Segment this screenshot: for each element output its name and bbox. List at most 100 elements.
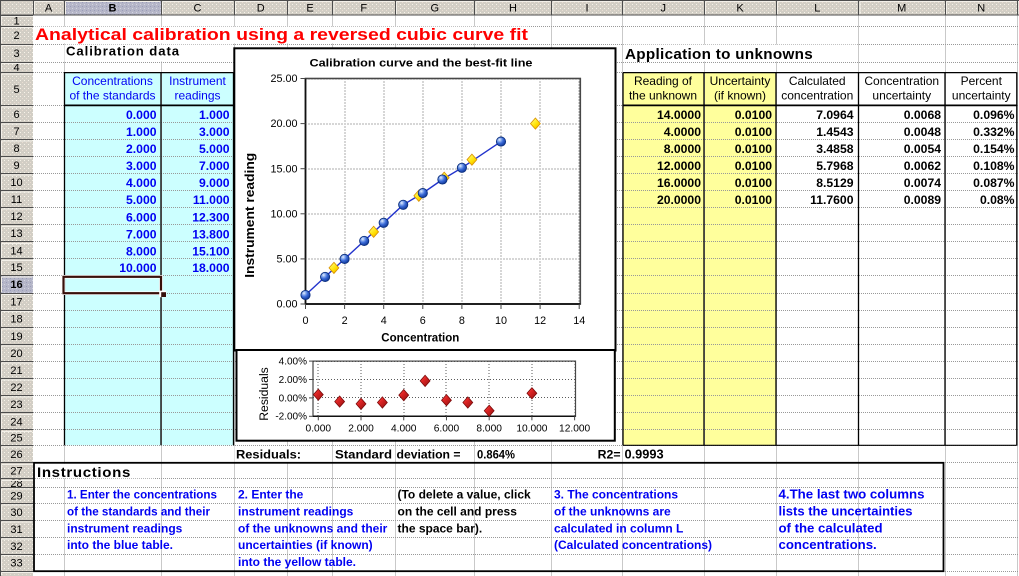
svg-text:0.08%: 0.08%: [980, 193, 1015, 207]
svg-text:0.096%: 0.096%: [973, 108, 1014, 122]
svg-text:0.332%: 0.332%: [973, 125, 1014, 139]
svg-text:25.00: 25.00: [270, 73, 297, 85]
svg-text:0.0089: 0.0089: [904, 193, 941, 207]
svg-text:6: 6: [420, 315, 426, 327]
svg-text:6.000: 6.000: [126, 210, 157, 224]
svg-text:0.0100: 0.0100: [735, 176, 772, 190]
svg-text:deviation =: deviation =: [397, 448, 461, 462]
svg-text:5: 5: [13, 84, 19, 96]
svg-text:0.0048: 0.0048: [904, 125, 941, 139]
svg-text:10.00: 10.00: [270, 208, 297, 220]
svg-text:0.0068: 0.0068: [904, 108, 941, 122]
svg-text:21: 21: [10, 365, 22, 377]
svg-text:0.0074: 0.0074: [904, 176, 941, 190]
svg-text:7: 7: [13, 126, 19, 138]
svg-text:20.0000: 20.0000: [657, 193, 701, 207]
svg-text:0.154%: 0.154%: [973, 142, 1014, 156]
svg-text:10.000: 10.000: [119, 261, 156, 275]
svg-text:R2=: R2=: [598, 448, 621, 462]
svg-text:10: 10: [10, 177, 22, 189]
svg-text:20.00: 20.00: [270, 118, 297, 130]
svg-text:0.087%: 0.087%: [973, 176, 1014, 190]
svg-text:25: 25: [10, 433, 22, 445]
svg-text:0.0100: 0.0100: [735, 159, 772, 173]
svg-text:Residuals: Residuals: [257, 367, 271, 421]
svg-text:2: 2: [13, 30, 19, 42]
svg-text:16.0000: 16.0000: [657, 176, 701, 190]
svg-text:G: G: [430, 3, 439, 15]
svg-text:8.000: 8.000: [476, 424, 502, 435]
svg-text:-2.00%: -2.00%: [275, 412, 307, 423]
svg-text:14.0000: 14.0000: [657, 108, 701, 122]
svg-text:the space bar).: the space bar).: [398, 522, 483, 536]
svg-text:B: B: [109, 3, 117, 15]
svg-text:of the standards and their: of the standards and their: [67, 504, 210, 518]
svg-text:0.0054: 0.0054: [904, 142, 941, 156]
svg-text:8.0000: 8.0000: [664, 142, 701, 156]
svg-text:Concentrations: Concentrations: [72, 74, 153, 88]
svg-text:(if known): (if known): [714, 89, 766, 103]
svg-text:uncertainties (if known): uncertainties (if known): [238, 538, 373, 552]
svg-text:Calibration curve and the best: Calibration curve and the best-fit line: [310, 58, 533, 70]
svg-text:H: H: [509, 3, 517, 15]
svg-text:1.000: 1.000: [126, 125, 157, 139]
svg-text:Instructions: Instructions: [37, 464, 131, 480]
svg-text:11.7600: 11.7600: [810, 193, 854, 207]
svg-text:2.000: 2.000: [348, 424, 374, 435]
svg-text:11.000: 11.000: [193, 193, 230, 207]
svg-text:13.800: 13.800: [192, 227, 229, 241]
svg-text:of the standards: of the standards: [69, 89, 155, 103]
svg-text:9: 9: [13, 160, 19, 172]
svg-text:0.0062: 0.0062: [904, 159, 941, 173]
svg-text:6: 6: [13, 109, 19, 121]
svg-text:Standard: Standard: [335, 448, 392, 462]
svg-text:2.000: 2.000: [126, 142, 157, 156]
svg-text:4.000: 4.000: [126, 176, 157, 190]
svg-text:F: F: [360, 3, 367, 15]
svg-text:M: M: [897, 3, 906, 15]
svg-text:0.9993: 0.9993: [625, 447, 664, 462]
svg-text:2: 2: [342, 315, 348, 327]
svg-text:K: K: [736, 3, 744, 15]
svg-text:L: L: [814, 3, 820, 15]
svg-text:13: 13: [10, 228, 22, 240]
svg-text:24: 24: [10, 416, 22, 428]
svg-text:0.0100: 0.0100: [735, 108, 772, 122]
svg-text:14: 14: [573, 315, 585, 327]
svg-text:18: 18: [10, 314, 22, 326]
svg-text:Concentration: Concentration: [381, 333, 459, 345]
svg-text:6.000: 6.000: [434, 424, 460, 435]
svg-text:readings: readings: [174, 89, 220, 103]
svg-text:7.000: 7.000: [126, 227, 157, 241]
svg-text:17: 17: [10, 296, 22, 308]
svg-text:22: 22: [10, 382, 22, 394]
svg-text:concentrations.: concentrations.: [779, 537, 877, 552]
svg-text:7.000: 7.000: [199, 159, 230, 173]
svg-text:27: 27: [10, 466, 22, 478]
svg-text:C: C: [194, 3, 202, 15]
svg-text:(Calculated concentrations): (Calculated concentrations): [554, 538, 712, 552]
svg-text:19: 19: [10, 331, 22, 343]
svg-text:N: N: [977, 3, 985, 15]
svg-text:5.00: 5.00: [276, 254, 297, 266]
svg-text:into the blue table.: into the blue table.: [67, 538, 173, 552]
svg-text:23: 23: [10, 399, 22, 411]
svg-text:Uncertainty: Uncertainty: [710, 74, 771, 88]
svg-text:Concentration: Concentration: [864, 74, 939, 88]
svg-text:2.00%: 2.00%: [279, 375, 307, 386]
svg-text:A: A: [45, 3, 53, 15]
svg-text:5.000: 5.000: [126, 193, 157, 207]
svg-text:10.000: 10.000: [516, 424, 547, 435]
svg-text:8: 8: [459, 315, 465, 327]
svg-text:Analytical calibration using a: Analytical calibration using a reversed …: [35, 26, 529, 44]
svg-text:D: D: [257, 3, 265, 15]
svg-text:18.000: 18.000: [192, 261, 229, 275]
svg-text:26: 26: [10, 449, 22, 461]
svg-text:10: 10: [495, 315, 507, 327]
svg-text:0.00%: 0.00%: [279, 393, 307, 404]
svg-text:5.000: 5.000: [199, 142, 230, 156]
svg-text:16: 16: [10, 279, 22, 291]
svg-text:3. The concentrations: 3. The concentrations: [554, 488, 678, 502]
svg-text:30: 30: [10, 507, 22, 519]
svg-text:E: E: [306, 3, 313, 15]
